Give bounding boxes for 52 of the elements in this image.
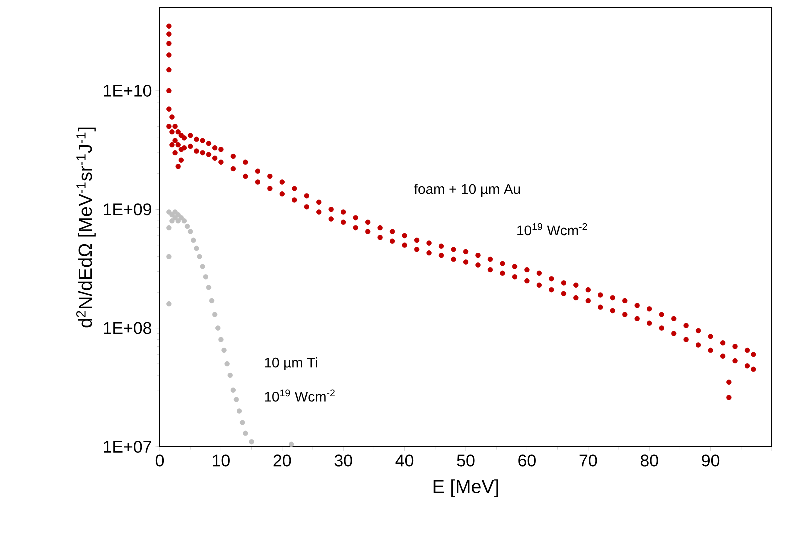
point bbox=[209, 298, 215, 304]
point bbox=[176, 218, 181, 224]
x-tick-label: 10 bbox=[213, 454, 230, 467]
point bbox=[234, 397, 240, 402]
x-tick-label: 40 bbox=[396, 454, 414, 467]
point bbox=[200, 264, 206, 270]
annotation: foam + 10 µm Au bbox=[414, 184, 520, 197]
x-tick-label: 20 bbox=[274, 454, 292, 467]
x-tick-label: 90 bbox=[702, 454, 720, 467]
point bbox=[178, 215, 184, 221]
y-tick-label: 1E+07 bbox=[104, 440, 152, 453]
annotation: 10$^{19}$ Wcm$^{-2}$ bbox=[265, 390, 335, 402]
point bbox=[191, 238, 196, 244]
y-tick-label: 1E+08 bbox=[104, 322, 152, 334]
point bbox=[166, 225, 172, 231]
point bbox=[188, 229, 194, 234]
point bbox=[222, 348, 227, 354]
point bbox=[236, 408, 242, 414]
point bbox=[228, 372, 233, 378]
point bbox=[240, 420, 246, 426]
point bbox=[184, 224, 190, 230]
point bbox=[194, 246, 200, 252]
x-tick-label: 60 bbox=[518, 454, 536, 467]
x-tick-label: 70 bbox=[580, 454, 598, 467]
point bbox=[224, 361, 230, 367]
x-tick-label: 0 bbox=[156, 454, 164, 467]
point bbox=[230, 388, 236, 393]
annotation: 10$^{19}$ Wcm$^{-2}$ bbox=[518, 223, 588, 236]
y-tick-label: 1E+09 bbox=[104, 204, 152, 216]
point bbox=[243, 430, 248, 436]
point bbox=[172, 210, 178, 215]
point bbox=[206, 285, 212, 290]
point bbox=[176, 212, 181, 218]
point bbox=[197, 254, 202, 260]
x-tick-label: 80 bbox=[640, 454, 658, 467]
point bbox=[182, 218, 188, 224]
point bbox=[166, 210, 172, 215]
point bbox=[288, 442, 294, 448]
point bbox=[216, 326, 221, 331]
y-tick-label: 1E+10 bbox=[104, 84, 152, 97]
point bbox=[212, 312, 218, 318]
point bbox=[203, 274, 208, 280]
point bbox=[249, 439, 254, 445]
text: d$^{2}$N/dEdΩ [MeV$^{-1}$sr$^{-1}$J$^{-1}$] bbox=[76, 128, 96, 328]
point bbox=[166, 254, 172, 260]
x-tick-label: 50 bbox=[457, 454, 475, 467]
x-axis-title: E [MeV] bbox=[434, 480, 498, 498]
point bbox=[170, 218, 175, 224]
x-tick-label: 30 bbox=[334, 454, 352, 467]
point bbox=[166, 301, 172, 307]
annotation: 10 µm Ti bbox=[265, 358, 318, 371]
point bbox=[218, 337, 224, 342]
